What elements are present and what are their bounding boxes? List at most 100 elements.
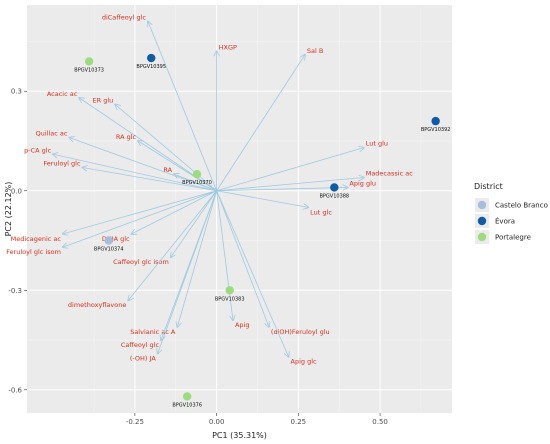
observation-label: BPGV10383 — [215, 296, 245, 302]
loading-label: Salvianic ac A — [130, 328, 176, 336]
observation-point — [182, 392, 192, 401]
loading-label: Lut glc — [310, 208, 332, 216]
loading-arrow — [83, 168, 217, 192]
y-axis-title: PC2 (22.12%) — [4, 182, 13, 237]
loading-arrow — [216, 190, 289, 357]
loading-feruloyl-glc: Feruloyl glc — [43, 160, 217, 192]
loading-label: Feruloyl glc isom — [6, 248, 61, 256]
observation-bpgv10383: BPGV10383 — [215, 286, 245, 302]
observation-point — [192, 169, 202, 179]
plot-panel — [27, 5, 452, 413]
observation-point — [330, 183, 339, 192]
observation-bpgv10373: BPGV10373 — [74, 57, 104, 73]
loading-label: HXGP — [219, 43, 237, 51]
loading-label: RA — [163, 166, 172, 174]
loading-sal-b: Sal B — [216, 47, 323, 191]
loading-label: Apig glu — [349, 179, 376, 187]
observation-label: BPGV10370 — [182, 180, 212, 186]
loading-arrow — [128, 190, 217, 300]
loading-label: Apig — [235, 321, 250, 329]
observation-bpgv10374: BPGV10374 — [94, 236, 124, 253]
loading-label: p-CA glc — [24, 146, 51, 154]
x-axis-title: PC1 (35.31%) — [212, 431, 267, 440]
loading-arrow — [171, 190, 217, 257]
loading-arrow — [53, 154, 217, 192]
loading-apig: Apig — [216, 190, 250, 329]
loading-label: Caffeoyl glc isom — [113, 258, 169, 266]
loading-oh-ja: (-OH) JA — [130, 190, 217, 362]
loading-label: Quillac ac — [36, 130, 68, 138]
loading-arrow — [174, 174, 217, 192]
observation-bpgv10392: BPGV10392 — [421, 116, 451, 133]
legend-swatch — [477, 232, 487, 242]
loading-hxgp: HXGP — [217, 43, 237, 191]
loading-dhja-glc: DHJA glc — [102, 190, 217, 243]
legend-label: Castelo Branco — [495, 202, 548, 210]
y-tick-label: -0.3 — [8, 287, 22, 295]
legend-item-vora: Évora — [475, 214, 515, 228]
observation-point — [431, 116, 440, 126]
x-tick-label: 0.00 — [209, 418, 225, 426]
loading-label: Caffeoyl glc — [121, 341, 160, 349]
x-tick-label: 0.50 — [372, 418, 388, 426]
observation-bpgv10388: BPGV10388 — [319, 183, 349, 199]
loading-dioh-feruloyl-glu: (diOH)Feruloyl glu — [216, 190, 330, 336]
loading-label: DHJA glc — [102, 235, 130, 243]
loading-label: Apig glc — [291, 358, 318, 366]
loading-arrow — [158, 190, 217, 354]
observation-label: BPGV10392 — [421, 127, 451, 133]
observation-bpgv10376: BPGV10376 — [172, 392, 202, 408]
loading-arrow — [63, 190, 217, 234]
loading-label: Sal B — [307, 47, 323, 55]
loading-arrow — [216, 55, 305, 191]
loading-quillac-ac: Quillac ac — [36, 130, 217, 192]
legend-item-castelo-branco: Castelo Branco — [475, 198, 548, 212]
observation-label: BPGV10374 — [94, 247, 124, 253]
loading-arrow — [216, 190, 233, 320]
loading-label: (-OH) JA — [130, 354, 156, 362]
observation-point — [147, 53, 156, 63]
loading-arrow — [148, 22, 217, 191]
loading-caffeoyl-glc-isom: Caffeoyl glc isom — [113, 190, 217, 266]
legend-label: Évora — [495, 217, 515, 226]
legend-label: Portalegre — [495, 234, 531, 242]
observation-label: BPGV10373 — [74, 67, 104, 73]
observation-point — [104, 236, 113, 245]
observation-label: BPGV10388 — [319, 193, 349, 199]
loading-label: dimethoxyflavone — [68, 301, 126, 309]
loading-arrow — [70, 138, 217, 192]
loading-label: Acacic ac — [47, 90, 78, 98]
loading-arrow — [132, 190, 217, 234]
legend: District Castelo Branco Évora Portalegre — [474, 182, 548, 244]
loading-lut-glc: Lut glc — [216, 190, 332, 216]
loading-label: (diOH)Feruloyl glu — [271, 328, 330, 336]
observation-points: BPGV10373 BPGV10395 BPGV10392 BPGV10370 BPGV… — [74, 53, 451, 408]
loading-arrow — [216, 190, 309, 208]
observation-bpgv10395: BPGV10395 — [136, 53, 166, 70]
loading-label: Feruloyl glc — [43, 160, 81, 168]
observation-bpgv10370: BPGV10370 — [182, 169, 212, 186]
loading-dimethoxyflavone: dimethoxyflavone — [68, 190, 217, 309]
y-tick-label: 0.0 — [11, 187, 22, 195]
observation-label: BPGV10376 — [172, 402, 202, 408]
loading-arrow — [138, 141, 217, 192]
loading-arrow — [216, 177, 364, 192]
loading-arrow — [216, 148, 364, 192]
loading-medicagenic-ac: Medicagenic ac — [11, 190, 217, 243]
loading-apig-glu: Apig glu — [216, 179, 376, 192]
loading-arrow — [177, 190, 217, 327]
loading-label: diCaffeoyl glc — [102, 14, 147, 22]
loading-label: Madecassic ac — [366, 169, 413, 177]
loading-label: RA glc — [116, 133, 137, 141]
observation-point — [84, 57, 94, 66]
loading-p-ca-glc: p-CA glc — [24, 146, 217, 192]
loading-arrow — [216, 187, 348, 192]
loading-arrow — [63, 190, 217, 247]
legend-swatch — [477, 216, 487, 226]
loading-ra-glc: RA glc — [116, 133, 217, 192]
loading-label: Medicagenic ac — [11, 235, 62, 243]
loading-arrows: diCaffeoyl glc HXGP Sal B Acacic ac ER glu RA… — [6, 14, 413, 366]
legend-item-portalegre: Portalegre — [475, 230, 531, 244]
loading-dicaffeoyl-glc: diCaffeoyl glc — [102, 14, 217, 191]
